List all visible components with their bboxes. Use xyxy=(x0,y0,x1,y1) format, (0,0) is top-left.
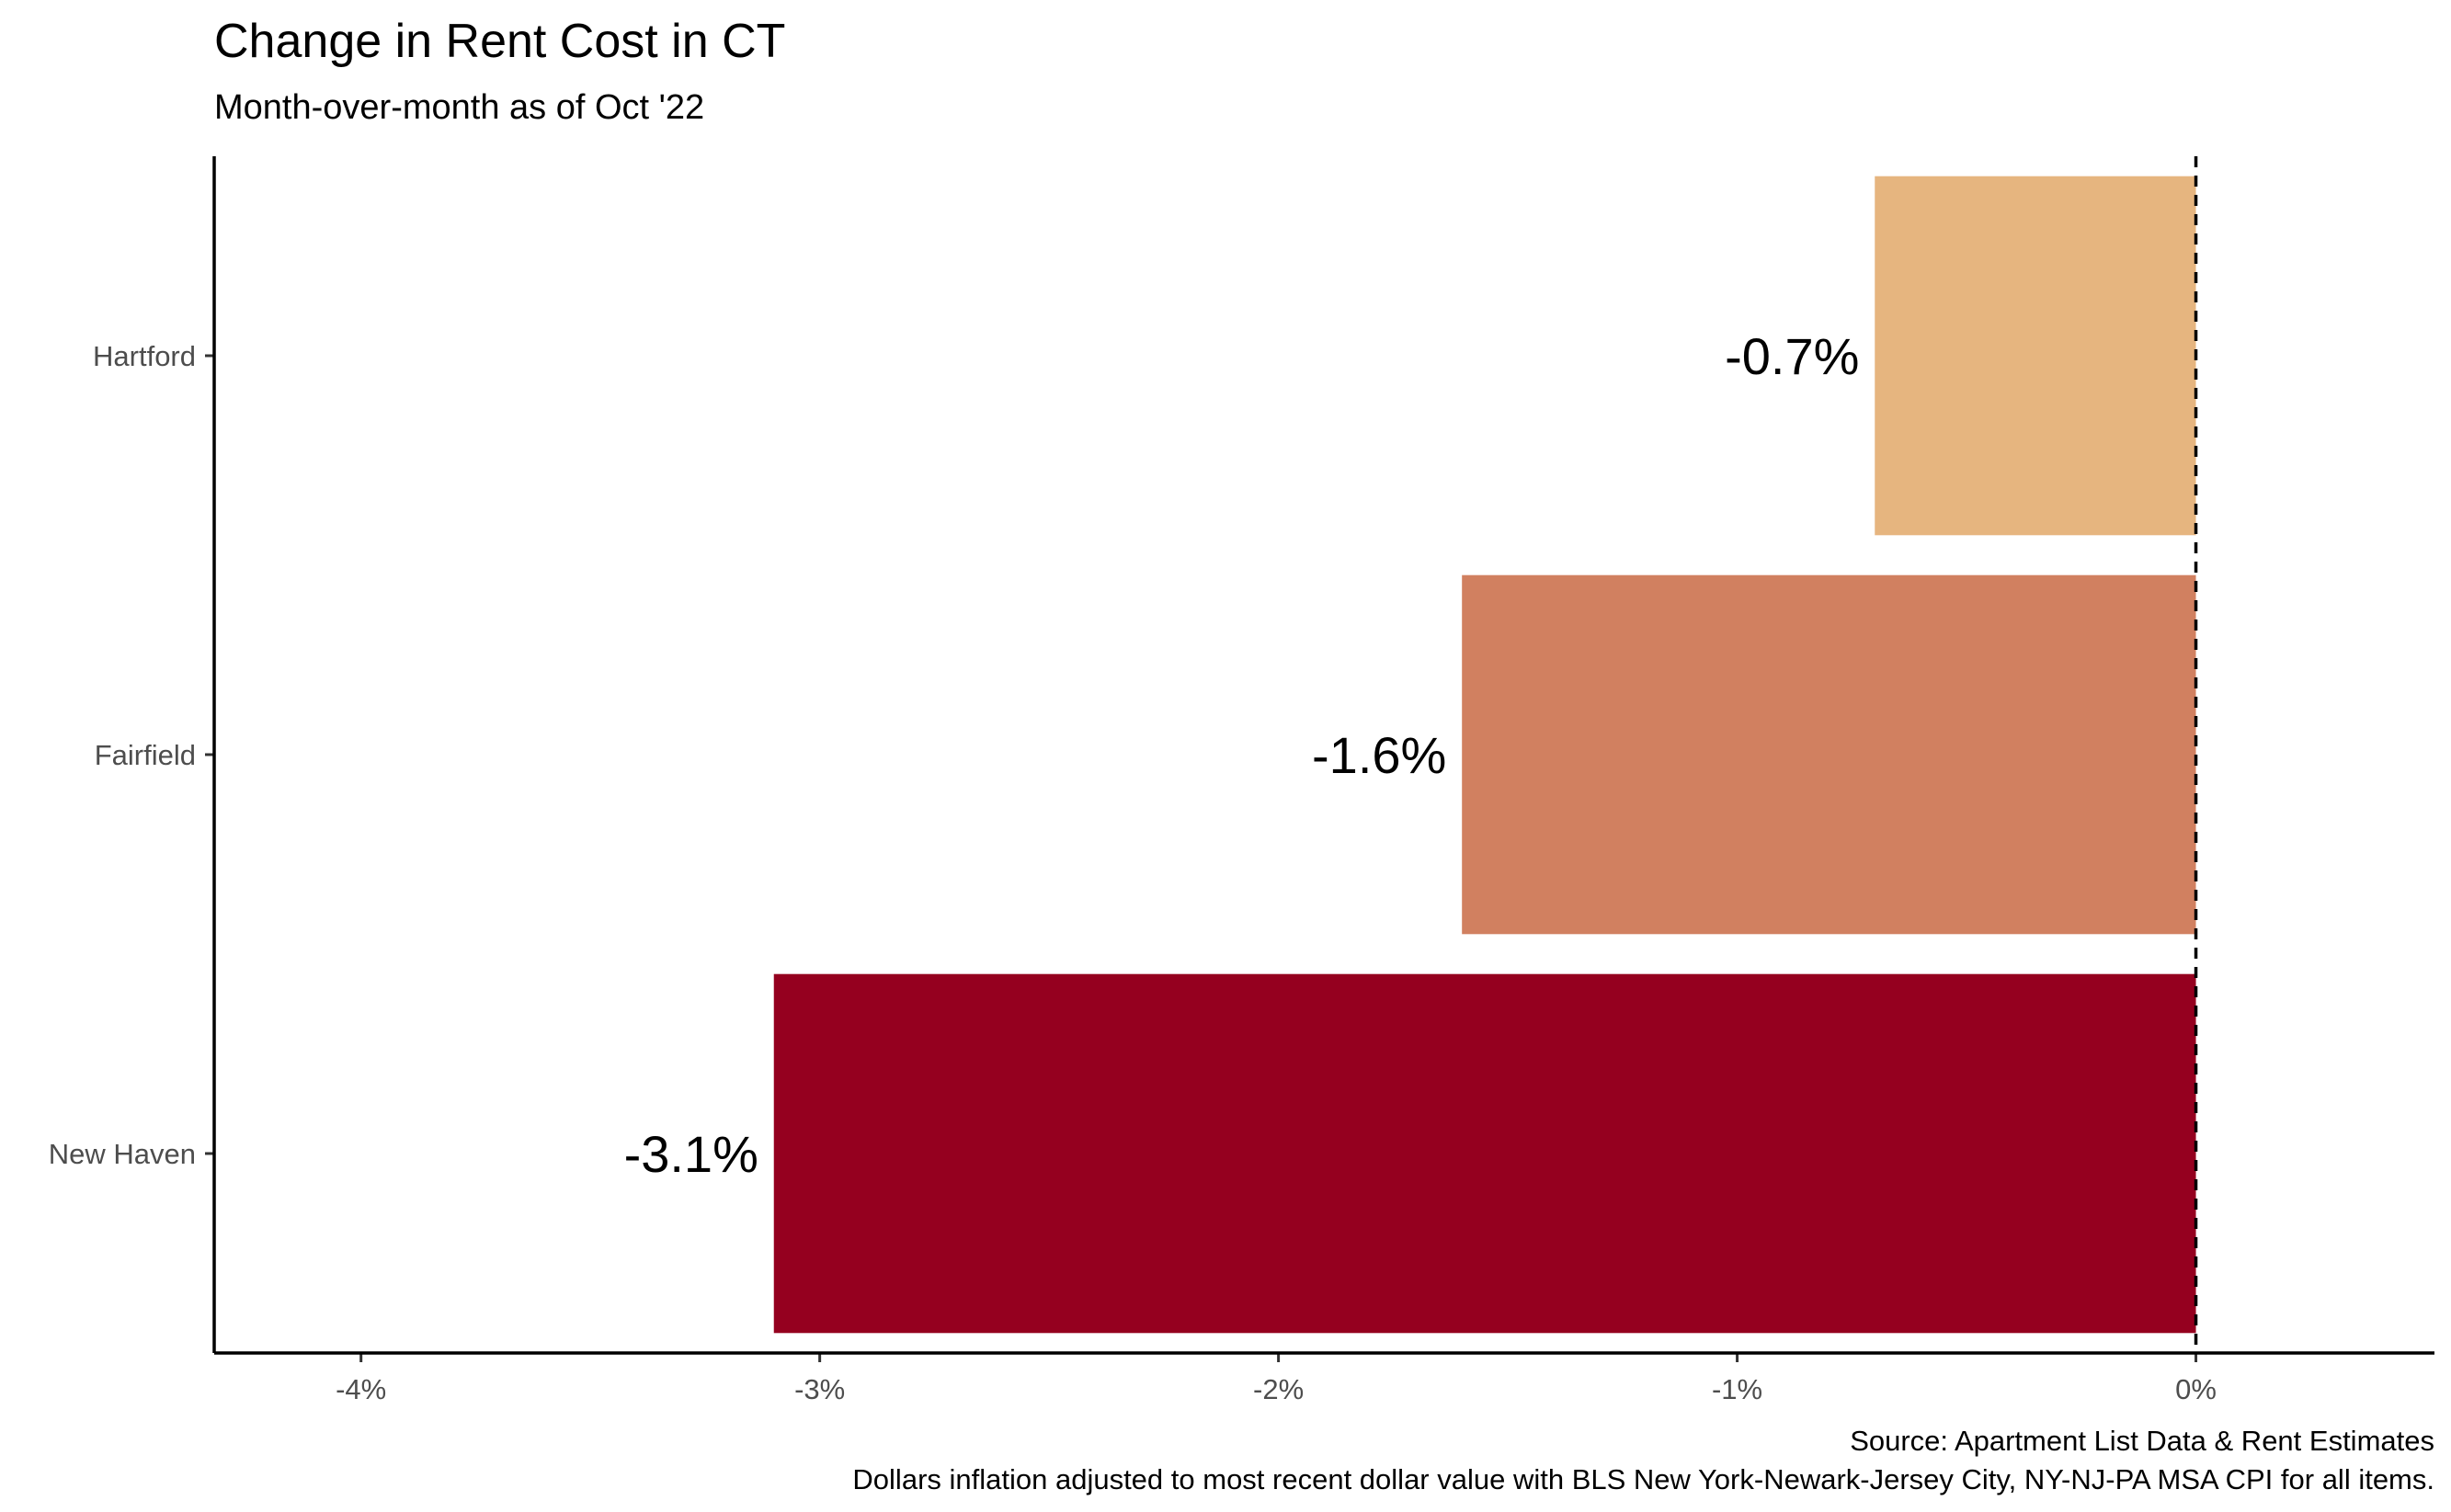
data-label-hartford: -0.7% xyxy=(1725,327,1859,385)
x-tick-label-1: -3% xyxy=(794,1373,845,1405)
x-tick-label-3: -1% xyxy=(1712,1373,1762,1405)
x-tick-label-2: -2% xyxy=(1253,1373,1304,1405)
y-tick-label-new-haven: New Haven xyxy=(49,1138,196,1170)
caption-source: Source: Apartment List Data & Rent Estim… xyxy=(1850,1425,2434,1457)
bar-hartford xyxy=(1875,176,2196,536)
y-tick-label-fairfield: Fairfield xyxy=(95,739,196,771)
bar-new-haven xyxy=(773,973,2196,1334)
data-label-new-haven: -3.1% xyxy=(624,1125,758,1183)
plot-area: -0.7% Hartford -1.6% Fairfield -3.1% New Have… xyxy=(49,156,2434,1405)
caption-note: Dollars inflation adjusted to most recen… xyxy=(852,1463,2434,1495)
y-tick-label-hartford: Hartford xyxy=(93,340,196,372)
x-tick-label-0: -4% xyxy=(336,1373,386,1405)
bar-fairfield xyxy=(1462,574,2196,935)
chart-subtitle: Month-over-month as of Oct '22 xyxy=(214,88,704,127)
chart-title: Change in Rent Cost in CT xyxy=(214,15,785,68)
x-tick-label-4: 0% xyxy=(2175,1373,2217,1405)
data-label-fairfield: -1.6% xyxy=(1312,726,1446,784)
